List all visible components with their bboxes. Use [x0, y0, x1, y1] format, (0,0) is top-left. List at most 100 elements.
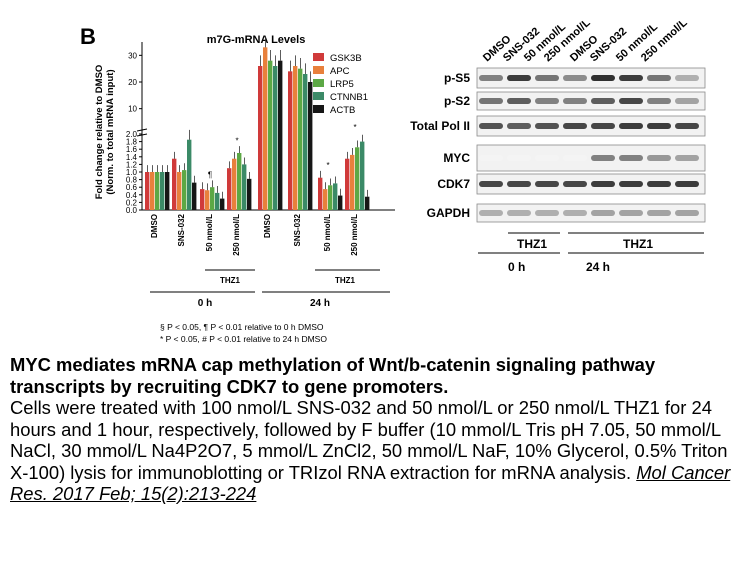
x-tick-label-6: 50 nmol/L — [323, 214, 332, 251]
y-tick-label-2-0: 2.0 — [126, 130, 138, 139]
bar-actb-4 — [278, 60, 283, 210]
bar-actb-3 — [247, 178, 252, 210]
blot-band-cdk7-4 — [591, 181, 615, 187]
panel-label: B — [80, 24, 96, 49]
significance-mark-2: ¶ — [208, 171, 212, 180]
bar-ctnnb1-5 — [303, 74, 308, 210]
blot-band-myc-6 — [647, 155, 671, 161]
legend-label-lrp5: LRP5 — [330, 79, 354, 90]
x-tick-label-4: DMSO — [263, 214, 272, 238]
footnote-1: § P < 0.05, ¶ P < 0.01 relative to 0 h D… — [160, 322, 324, 332]
bar-ctnnb1-2 — [215, 192, 220, 210]
significance-mark-6: * — [326, 161, 329, 170]
legend-label-actb: ACTB — [330, 105, 355, 116]
bar-lrp5-1 — [182, 170, 187, 210]
blot-band-cdk7-3 — [563, 181, 587, 187]
blot-row-label-myc: MYC — [443, 151, 470, 165]
y-tick-label-1-8: 1.8 — [126, 138, 138, 147]
x-tick-label-3: 250 nmol/L — [232, 214, 241, 256]
blot-band-myc-5 — [619, 155, 643, 161]
y-axis-label-line-1: Fold change relative to DMSO — [94, 65, 105, 200]
bar-gsk3b-5 — [288, 71, 293, 210]
legend: GSK3B APC LRP5 CTNNB1 ACTB — [313, 53, 368, 116]
x-tick-label-5: SNS-032 — [293, 213, 302, 246]
blot-band-cdk7-7 — [675, 181, 699, 187]
blot-band-gapdh-2 — [535, 210, 559, 216]
bar-actb-1 — [192, 182, 197, 210]
bar-ctnnb1-6 — [333, 183, 338, 210]
bar-ctnnb1-4 — [273, 66, 278, 210]
bar-lrp5-3 — [237, 153, 242, 210]
blot-band-p-s5-4 — [591, 75, 615, 81]
bar-ctnnb1-7 — [360, 141, 365, 210]
blot-band-gapdh-3 — [563, 210, 587, 216]
bar-gsk3b-4 — [258, 66, 263, 210]
bar-apc-0 — [150, 172, 155, 210]
legend-swatch-actb — [313, 105, 324, 113]
bar-apc-3 — [232, 158, 237, 210]
blot-band-total-pol-ii-5 — [619, 123, 643, 129]
thz1-label-0h: THZ1 — [220, 276, 241, 285]
caption-citation-link[interactable]: Mol Cancer Res. 2017 Feb; 15(2):213-224 — [10, 461, 731, 505]
blot-band-myc-3 — [563, 155, 587, 161]
blot-band-cdk7-5 — [619, 181, 643, 187]
blot-row-label-cdk7: CDK7 — [437, 177, 470, 191]
blot-band-p-s2-3 — [563, 98, 587, 104]
blot-row-label-p-s2: p-S2 — [444, 94, 470, 108]
bar-actb-7 — [365, 196, 370, 210]
blot-band-total-pol-ii-2 — [535, 123, 559, 129]
legend-swatch-gsk3b — [313, 53, 324, 61]
blot-band-p-s2-7 — [675, 98, 699, 104]
time-label-0h: 0 h — [198, 298, 212, 309]
significance-mark-3: * — [235, 137, 238, 146]
caption-body: Cells were treated with 100 nmol/L SNS-0… — [10, 397, 728, 483]
blot-band-gapdh-7 — [675, 210, 699, 216]
y-tick-label-1-0: 1.0 — [126, 168, 138, 177]
x-tick-label-2: 50 nmol/L — [205, 214, 214, 251]
bar-lrp5-6 — [328, 185, 333, 210]
bar-apc-1 — [177, 172, 182, 210]
bar-actb-6 — [338, 195, 343, 210]
blot-band-myc-4 — [591, 155, 615, 161]
blot-band-p-s5-2 — [535, 75, 559, 81]
blot-band-p-s2-2 — [535, 98, 559, 104]
blot-band-total-pol-ii-0 — [479, 123, 503, 129]
blot-band-p-s2-1 — [507, 98, 531, 104]
y-tick-label-0-8: 0.8 — [126, 176, 138, 185]
blot-band-myc-7 — [675, 155, 699, 161]
bar-actb-2 — [220, 198, 225, 210]
blot-band-myc-1 — [507, 155, 531, 161]
blot-band-cdk7-2 — [535, 181, 559, 187]
y-tick-label-0-4: 0.4 — [126, 191, 138, 200]
blot-band-p-s5-3 — [563, 75, 587, 81]
blot-band-total-pol-ii-7 — [675, 123, 699, 129]
bar-lrp5-4 — [268, 60, 273, 210]
bar-ctnnb1-1 — [187, 139, 192, 210]
bar-apc-7 — [350, 154, 355, 210]
blot-band-gapdh-0 — [479, 210, 503, 216]
y-tick-label-1-4: 1.4 — [126, 153, 138, 162]
legend-swatch-lrp5 — [313, 79, 324, 87]
bar-ctnnb1-3 — [242, 164, 247, 210]
blot-band-p-s5-5 — [619, 75, 643, 81]
bar-ctnnb1-0 — [160, 172, 165, 210]
time-label-24h: 24 h — [310, 298, 330, 309]
blot-band-cdk7-0 — [479, 181, 503, 187]
bar-apc-6 — [323, 189, 328, 210]
blot-band-p-s5-1 — [507, 75, 531, 81]
blot-band-myc-2 — [535, 155, 559, 161]
blot-thz1-label-0h: THZ1 — [517, 237, 547, 251]
caption-title: MYC mediates mRNA cap methylation of Wnt… — [10, 354, 656, 397]
y-tick-label-10: 10 — [128, 105, 137, 114]
bar-lrp5-2 — [210, 187, 215, 210]
footnote-2: * P < 0.05, # P < 0.01 relative to 24 h … — [160, 334, 327, 344]
axis-break-mark-top — [136, 128, 148, 132]
y-axis-label-line-2: (Norm. to total mRNA input) — [105, 69, 116, 194]
significance-mark-7: * — [353, 123, 356, 132]
bar-gsk3b-1 — [172, 158, 177, 210]
blot-band-total-pol-ii-1 — [507, 123, 531, 129]
bar-gsk3b-6 — [318, 177, 323, 210]
legend-label-gsk3b: GSK3B — [330, 53, 362, 64]
bar-gsk3b-0 — [145, 172, 150, 210]
